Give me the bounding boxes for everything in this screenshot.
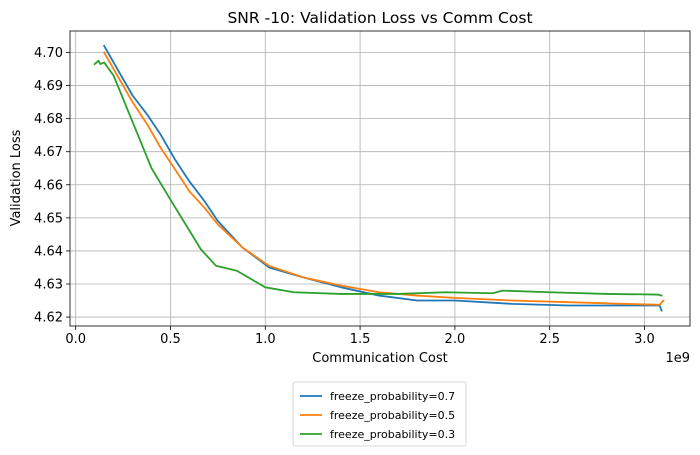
y-tick-label: 4.69 [34,79,63,94]
y-tick-label: 4.63 [34,277,63,292]
legend-label: freeze_probability=0.3 [330,428,455,441]
legend: freeze_probability=0.7 freeze_probability… [292,381,467,447]
y-tick-label: 4.64 [34,244,63,259]
y-axis-label: Validation Loss [9,129,24,226]
y-tick-label: 4.65 [34,211,63,226]
series-line [102,44,663,312]
y-tick-label: 4.67 [34,145,63,160]
y-tick-label: 4.66 [34,178,63,193]
plot-frame [69,30,691,327]
series-line [102,51,665,306]
x-tick-label: 1.5 [350,332,371,347]
y-tick-label: 4.68 [34,112,63,127]
y-tick-label: 4.62 [34,311,63,326]
y-tick-label: 4.70 [34,46,63,61]
grid [70,31,690,326]
x-tick-label: 0.0 [65,332,86,347]
legend-label: freeze_probability=0.7 [330,390,455,403]
x-tick-label: 0.5 [160,332,181,347]
x-tick-label: 2.0 [445,332,466,347]
y-ticks: 4.62 4.63 4.64 4.65 4.66 4.67 4.68 4.69 4.70 [34,46,70,326]
x-axis-label: Communication Cost [312,351,448,366]
series-line [93,59,663,297]
x-tick-label: 2.5 [539,332,560,347]
x-tick-label: 3.0 [634,332,655,347]
legend-label: freeze_probability=0.5 [330,409,455,422]
x-offset-label: 1e9 [665,351,690,366]
chart-title: SNR -10: Validation Loss vs Comm Cost [227,9,532,27]
x-ticks: 0.0 0.5 1.0 1.5 2.0 2.5 3.0 [65,326,655,347]
series-layer [93,44,665,312]
legend-frame [292,381,467,447]
x-tick-label: 1.0 [255,332,276,347]
